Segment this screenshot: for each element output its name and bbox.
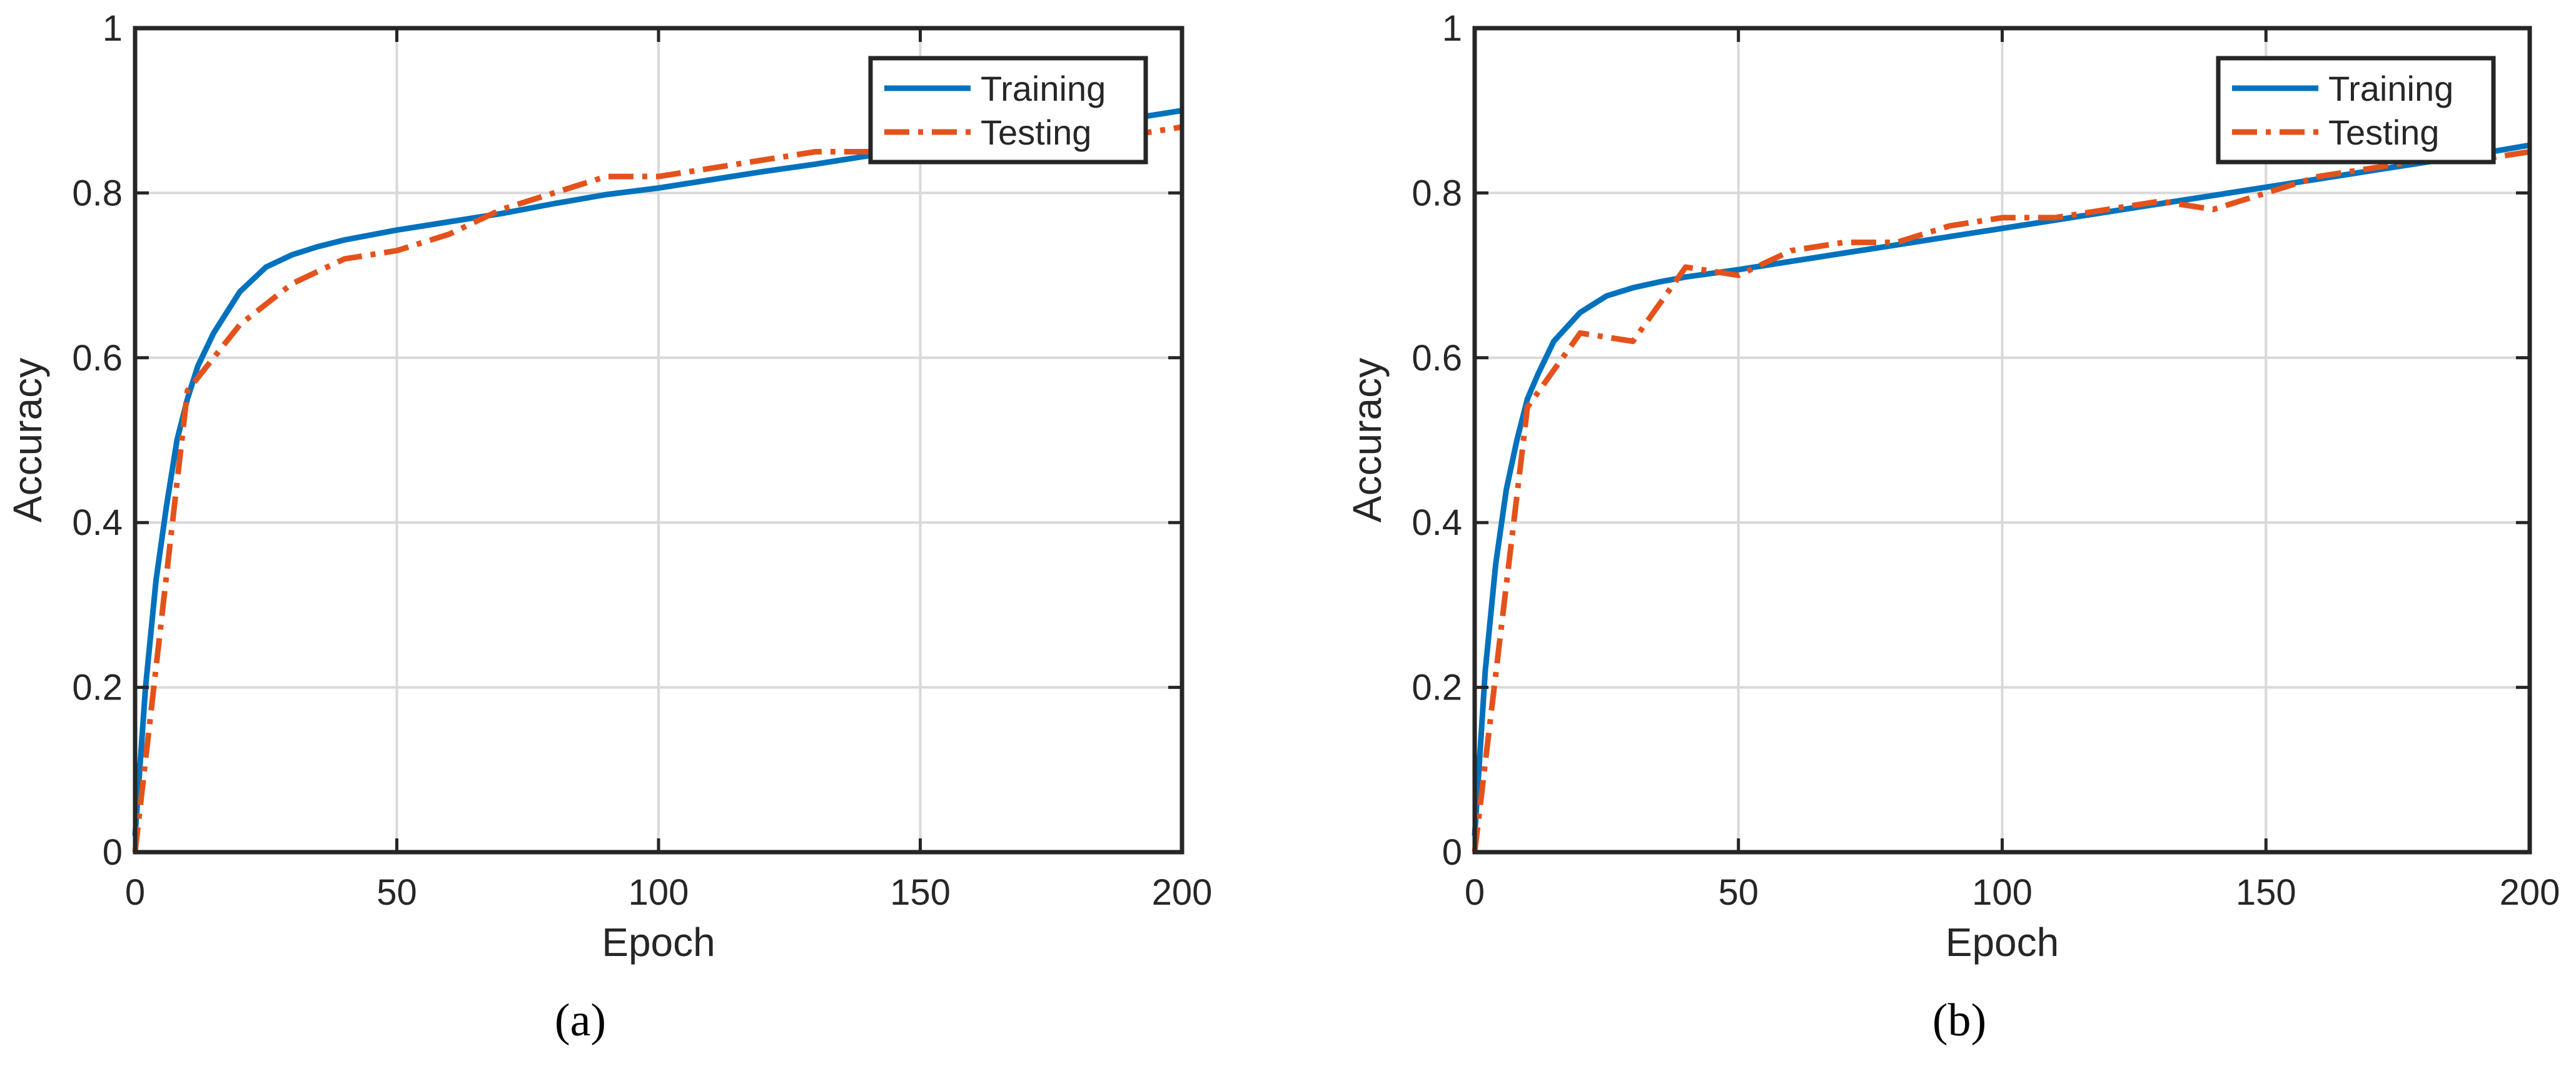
legend-label-training: Training — [981, 69, 1106, 108]
x-tick-label: 200 — [1152, 872, 1213, 913]
y-tick-label: 0.6 — [72, 338, 123, 379]
x-tick-label: 0 — [125, 872, 145, 913]
panel-b: 0 50 100 150 200 0 0.2 0.4 0.6 0.8 1 Epoch Accuracy T… — [1345, 8, 2560, 1046]
x-tick-label: 100 — [629, 872, 689, 913]
y-tick-label: 0.4 — [1412, 502, 1462, 543]
x-tick-label: 150 — [890, 872, 951, 913]
legend-box — [2216, 56, 2496, 165]
x-axis-label: Epoch — [1946, 920, 2059, 965]
x-tick-label: 150 — [2236, 872, 2296, 913]
legend-label-training: Training — [2328, 69, 2453, 108]
y-tick-label: 0.4 — [72, 502, 123, 543]
legend-label-testing: Testing — [981, 113, 1091, 152]
x-tick-label: 200 — [2500, 872, 2560, 913]
y-tick-label: 0.2 — [1412, 668, 1462, 708]
y-tick-label: 0 — [1442, 832, 1462, 873]
y-axis-label: Accuracy — [1345, 358, 1390, 522]
panel-a: 0 50 100 150 200 0 0.2 0.4 0.6 0.8 1 Epoch Accuracy T… — [5, 8, 1212, 1046]
y-tick-label: 1 — [103, 8, 123, 49]
x-axis-label: Epoch — [602, 920, 715, 965]
legend-label-testing: Testing — [2328, 113, 2439, 152]
x-tick-label: 50 — [376, 872, 417, 913]
y-tick-label: 1 — [1442, 8, 1462, 49]
y-axis-label: Accuracy — [5, 358, 50, 522]
y-tick-label: 0.2 — [72, 668, 123, 708]
panel-caption: (a) — [555, 995, 606, 1046]
series-line-training — [1472, 142, 2530, 836]
series-line-testing — [1472, 149, 2530, 853]
y-tick-label: 0 — [103, 832, 123, 873]
panel-caption: (b) — [1932, 995, 1986, 1046]
y-tick-label: 0.8 — [1412, 173, 1462, 213]
legend-box — [868, 56, 1148, 165]
y-tick-label: 0.6 — [1412, 338, 1462, 379]
x-tick-label: 50 — [1718, 872, 1759, 913]
x-tick-label: 0 — [1465, 872, 1485, 913]
x-tick-label: 100 — [1972, 872, 2033, 913]
y-tick-label: 0.8 — [72, 173, 123, 213]
